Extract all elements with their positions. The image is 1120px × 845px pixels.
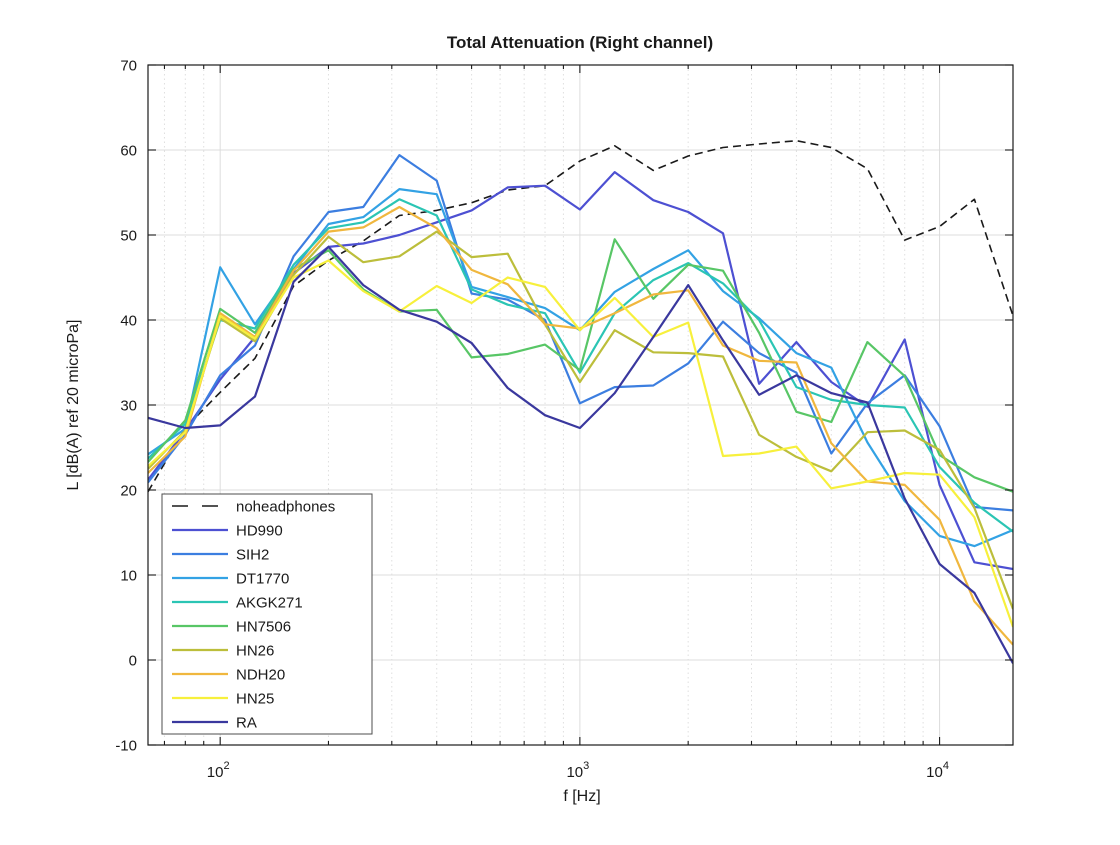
y-tick-label: 70 xyxy=(120,58,137,75)
legend-label-hn7506: HN7506 xyxy=(236,619,291,636)
legend-label-ndh20: NDH20 xyxy=(236,667,285,684)
chart-title: Total Attenuation (Right channel) xyxy=(447,33,713,52)
legend-box xyxy=(161,493,373,735)
y-axis-label: L [dB(A) ref 20 microPa] xyxy=(65,319,82,490)
legend-label-sih2: SIH2 xyxy=(236,547,269,564)
y-tick-label: 50 xyxy=(120,228,137,245)
series-line-ra xyxy=(148,245,1013,664)
legend-label-hn25: HN25 xyxy=(236,691,274,708)
x-tick-label: 104 xyxy=(926,760,949,781)
series-line-hn7506 xyxy=(148,238,1013,493)
series-line-hn26 xyxy=(148,230,1013,610)
y-tick-label: 40 xyxy=(120,313,137,330)
series-lines xyxy=(148,139,1013,664)
axes-frame xyxy=(147,64,1014,746)
y-tick-label: 60 xyxy=(120,143,137,160)
legend: noheadphones HD990 SIH2 DT1770 AKGK271 HN7506… xyxy=(161,493,373,735)
series-line-hn25 xyxy=(148,259,1013,628)
legend-label-ra: RA xyxy=(236,715,257,732)
legend-label-akgk271: AKGK271 xyxy=(236,595,303,612)
y-tick-label: 0 xyxy=(129,653,137,670)
tick-labels: -10 0 10 20 30 40 50 60 70 102 103 104 xyxy=(115,58,949,782)
y-tick-label: -10 xyxy=(115,738,137,755)
grid-lines xyxy=(148,64,1013,746)
legend-label-noheadphones: noheadphones xyxy=(236,499,335,516)
x-tick-label: 102 xyxy=(207,760,230,781)
y-tick-label: 30 xyxy=(120,398,137,415)
x-tick-label: 103 xyxy=(566,760,589,781)
legend-label-hn26: HN26 xyxy=(236,643,274,660)
y-tick-label: 10 xyxy=(120,568,137,585)
x-axis-label: f [Hz] xyxy=(563,788,600,805)
y-tick-label: 20 xyxy=(120,483,137,500)
legend-label-dt1770: DT1770 xyxy=(236,571,289,588)
legend-label-hd990: HD990 xyxy=(236,523,283,540)
series-line-noheadphones xyxy=(148,139,1013,493)
